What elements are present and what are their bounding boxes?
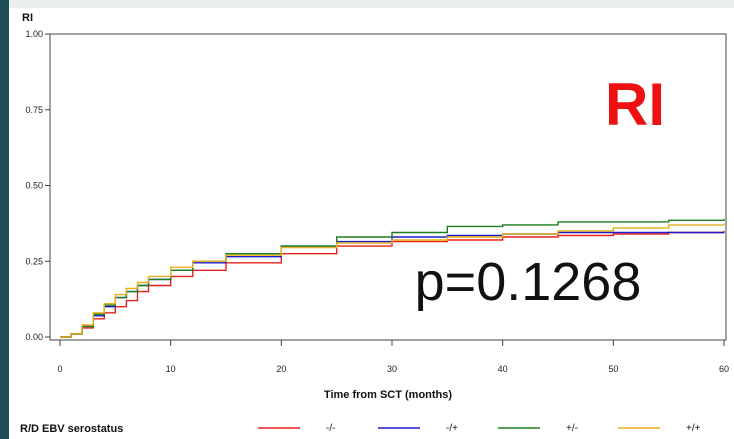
y-tick-label: 0.25 [25, 256, 43, 266]
legend-label: -/- [326, 423, 335, 434]
plot-area-frame [49, 33, 727, 341]
p-value-annotation: p=0.1268 [415, 252, 642, 312]
x-tick-label: 60 [719, 364, 729, 374]
legend-title: R/D EBV serostatus [20, 423, 123, 435]
slide-left-band [0, 0, 9, 439]
y-axis: 0.00 0.25 0.50 0.75 1.00 [25, 29, 51, 342]
y-tick-label: 0.00 [25, 332, 43, 342]
x-tick-label: 20 [276, 364, 286, 374]
x-axis: 0 10 20 30 40 50 60 [50, 339, 729, 374]
slide-top-strip [9, 0, 734, 8]
x-tick-label: 40 [498, 364, 508, 374]
x-tick-label: 10 [166, 364, 176, 374]
legend-label: +/+ [686, 423, 701, 434]
series-line-_ [60, 223, 725, 338]
legend-label: +/- [566, 423, 578, 434]
curve-label-annotation: RI [605, 71, 665, 138]
x-tick-label: 0 [57, 364, 62, 374]
y-axis-title: RI [22, 12, 33, 24]
x-axis-title: Time from SCT (months) [324, 389, 452, 401]
legend: -/- -/+ +/- +/+ [258, 423, 701, 434]
x-tick-label: 50 [608, 364, 618, 374]
y-tick-label: 1.00 [25, 29, 43, 39]
x-tick-label: 30 [387, 364, 397, 374]
legend-label: -/+ [446, 423, 458, 434]
series-lines [60, 218, 725, 338]
y-tick-label: 0.75 [25, 105, 43, 115]
y-tick-label: 0.50 [25, 181, 43, 191]
